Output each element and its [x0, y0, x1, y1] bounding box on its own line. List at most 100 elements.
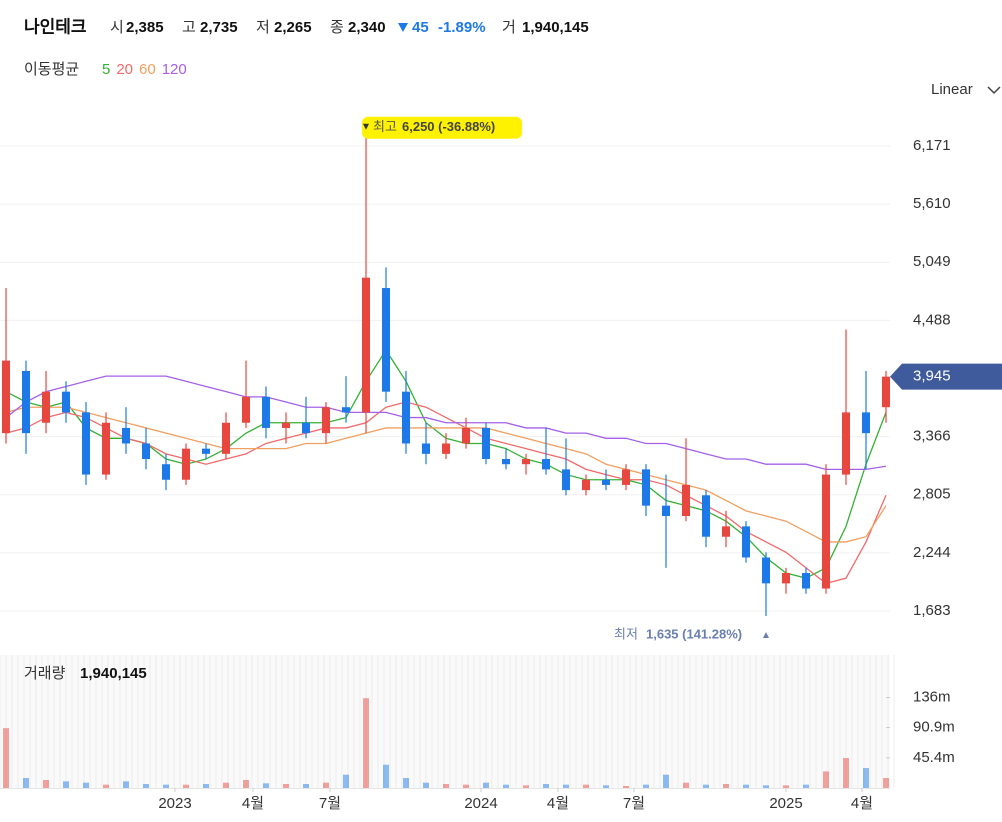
annotation-label: 최고: [373, 119, 397, 134]
candle-body: [662, 505, 670, 517]
legend-entry: 20: [116, 61, 133, 78]
candle-body: [602, 479, 610, 485]
price-tag: [890, 363, 1002, 390]
x-tick-label: 4월: [242, 795, 264, 812]
label: 저: [256, 19, 270, 36]
scale-mode[interactable]: Linear: [931, 81, 973, 98]
volume-bar: [143, 784, 149, 788]
volume-bar: [43, 780, 49, 788]
ma-line: [5, 375, 887, 471]
volume-bar: [803, 784, 809, 788]
dropdown-icon[interactable]: [987, 86, 1001, 95]
candle-body: [882, 376, 890, 408]
volume-bar: [383, 764, 389, 788]
volume-bar: [483, 782, 489, 788]
candle-body: [522, 459, 530, 465]
y-tick-label: 5,610: [913, 195, 951, 212]
candle-body: [702, 495, 710, 537]
volume-bar: [163, 784, 169, 788]
volume-bar: [323, 782, 329, 788]
y-tick-label: 3,366: [913, 428, 951, 445]
legend-entry: 5: [102, 61, 110, 78]
volume-bar: [303, 784, 309, 788]
volume-bar: [603, 785, 609, 788]
volume-bar: [823, 771, 829, 788]
candle-body: [102, 422, 110, 475]
candle-body: [642, 469, 650, 506]
x-tick-label: 7월: [623, 795, 645, 812]
candle-body: [242, 396, 250, 423]
legend-entry: 120: [162, 61, 187, 78]
candle-body: [282, 422, 290, 428]
candle-body: [682, 484, 690, 517]
candle-body: [762, 557, 770, 584]
volume-bar: [523, 785, 529, 788]
change: 45: [412, 19, 429, 36]
x-tick-label: 2025: [769, 795, 802, 812]
y-tick-label: 5,049: [913, 253, 951, 270]
volume-bar: [863, 768, 869, 788]
candle-body: [722, 526, 730, 537]
volume-bar: [543, 784, 549, 788]
volume-bar: [263, 783, 269, 788]
volume-bar: [363, 698, 369, 788]
ma-line: [5, 401, 887, 585]
candle-body: [402, 391, 410, 444]
y-tick-label: 136m: [913, 689, 951, 706]
y-tick-label: 2,244: [913, 544, 951, 561]
y-tick-label: 45.4m: [913, 749, 955, 766]
candle-body: [202, 448, 210, 454]
volume-bar: [443, 784, 449, 788]
volume-bar: [243, 780, 249, 788]
candle-body: [62, 391, 70, 413]
volume-bar: [843, 758, 849, 788]
x-tick-label: 7월: [319, 795, 341, 812]
x-tick-label: 2023: [158, 795, 191, 812]
volume-bar: [203, 784, 209, 788]
value: 2,340: [348, 19, 386, 36]
candle-body: [742, 526, 750, 558]
x-tick-label: 2024: [464, 795, 497, 812]
volume-value: 1,940,145: [80, 665, 147, 682]
volume-bar: [783, 785, 789, 788]
candle-body: [322, 407, 330, 434]
label: 종: [330, 19, 344, 36]
y-tick-label: 2,805: [913, 486, 951, 503]
legend-entry: 60: [139, 61, 156, 78]
volume-bar: [343, 774, 349, 788]
x-tick-label: 4월: [851, 795, 873, 812]
legend: 5 20 60 120: [102, 61, 187, 78]
volume-pane: [0, 655, 890, 788]
volume-bar: [583, 784, 589, 788]
ma-title: 이동평균: [24, 61, 79, 78]
volume-bar: [643, 784, 649, 788]
volume-bar: [563, 784, 569, 788]
y-tick-label: 1,683: [913, 602, 951, 619]
volume-bar: [743, 784, 749, 788]
volume-bar: [23, 778, 29, 788]
candle-body: [82, 412, 90, 475]
candle-body: [42, 391, 50, 423]
x-tick-label: 4월: [547, 795, 569, 812]
volume-bar: [63, 781, 69, 788]
candle-body: [862, 412, 870, 434]
volume-bar: [223, 782, 229, 788]
volume-bar: [183, 784, 189, 788]
value: 2,735: [200, 19, 238, 36]
highlight: [362, 116, 522, 139]
volume-bar: [723, 784, 729, 788]
volume-bar: [703, 784, 709, 788]
candle-body: [462, 427, 470, 444]
ma-line: [5, 349, 887, 579]
candle-body: [382, 288, 390, 392]
candle-body: [422, 443, 430, 454]
candle-body: [442, 443, 450, 454]
annotation-value: 6,250 (-36.88%): [402, 119, 495, 134]
label: 시: [110, 19, 124, 36]
marker: [763, 632, 769, 639]
label: 고: [182, 19, 196, 36]
volume-bar: [403, 778, 409, 788]
candle-body: [222, 422, 230, 454]
